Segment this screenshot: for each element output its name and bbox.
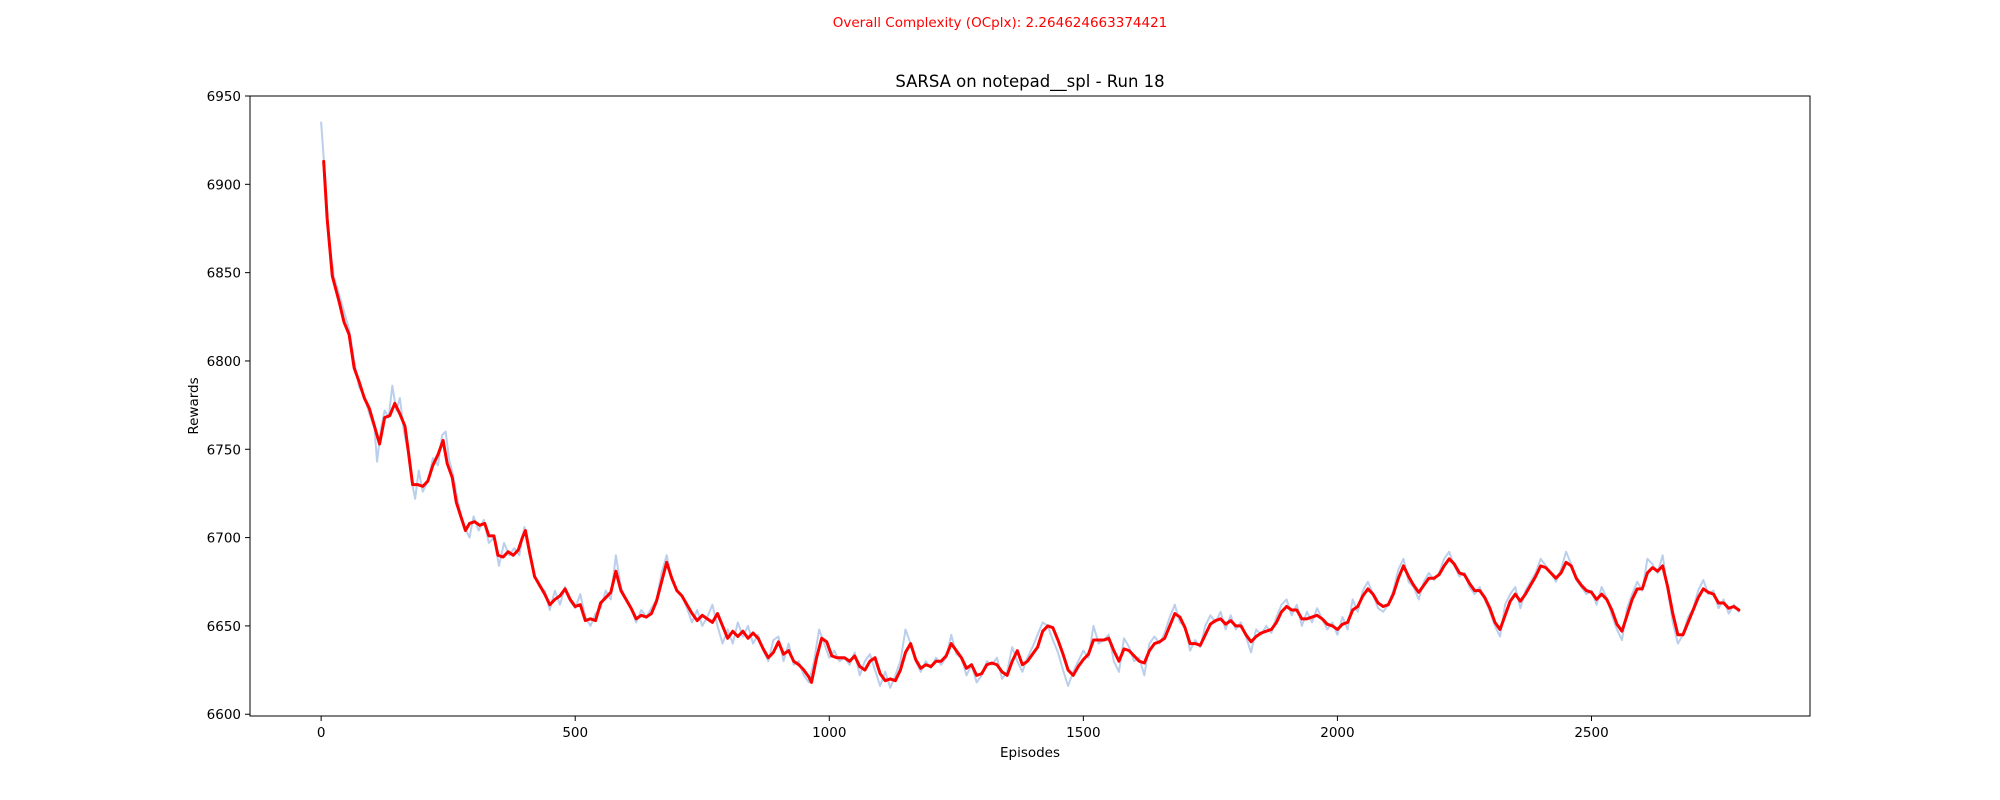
x-tick-label: 2000 [1320, 725, 1354, 741]
y-axis-label: Rewards [186, 377, 202, 434]
plot-background [250, 96, 1810, 716]
y-tick-label: 6900 [207, 177, 241, 193]
chart-title: SARSA on notepad__spl - Run 18 [895, 72, 1164, 92]
plot-frame [249, 95, 1811, 717]
y-tick-label: 6950 [207, 89, 241, 105]
x-tick-label: 2500 [1574, 725, 1608, 741]
smoothed-rewards-line [322, 159, 1741, 684]
y-tick-label: 6850 [207, 266, 241, 282]
x-tick-label: 1500 [1066, 725, 1100, 741]
y-tick-label: 6800 [207, 354, 241, 370]
x-axis: 0 500 1000 1500 2000 2500 [317, 716, 1609, 741]
x-tick-label: 1000 [812, 725, 846, 741]
plot-area [249, 95, 1811, 717]
suptitle: Overall Complexity (OCplx): 2.2646246633… [833, 15, 1168, 31]
y-tick-label: 6700 [207, 531, 241, 547]
x-axis-label: Episodes [1000, 745, 1060, 761]
series-layer [320, 121, 1741, 689]
y-tick-label: 6600 [207, 707, 241, 723]
x-tick-label: 0 [317, 725, 326, 741]
x-tick-label: 500 [562, 725, 588, 741]
y-tick-label: 6750 [207, 442, 241, 458]
y-axis: 6600 6650 6700 6750 6800 6850 6900 6950 [207, 89, 250, 723]
y-tick-label: 6650 [207, 619, 241, 635]
